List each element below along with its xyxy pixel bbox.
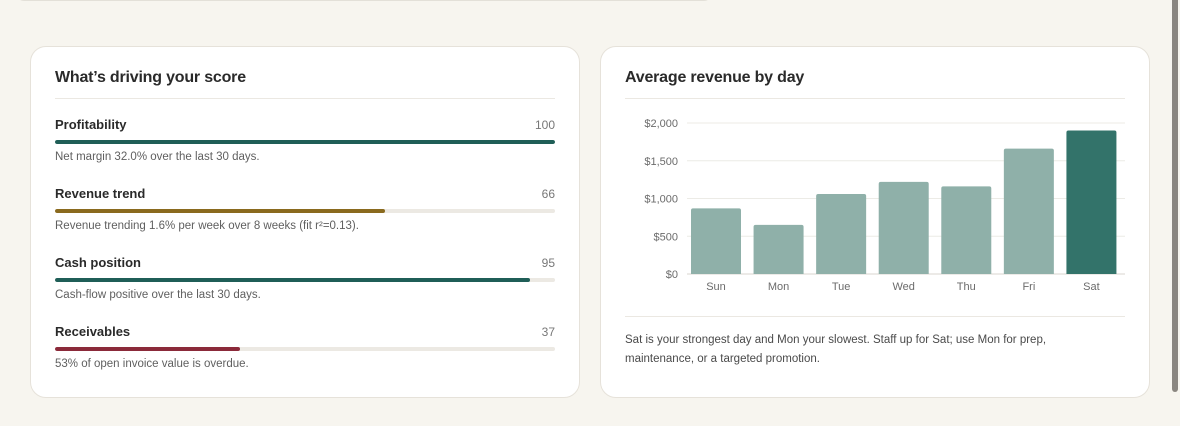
- revenue-bar-chart: $0 $500 $1,000 $1,500 $2,000 Sun Mon Tue Wed Thu F…: [644, 118, 1125, 293]
- bar-wed: [878, 181, 929, 274]
- divider: [625, 316, 1125, 317]
- x-tick-label: Mon: [768, 281, 789, 293]
- factor-profitability: Profitability 100 Net margin 32.0% over …: [55, 117, 555, 177]
- y-tick-label: $500: [654, 231, 678, 243]
- x-tick-label: Sun: [706, 281, 726, 293]
- divider: [625, 98, 1125, 99]
- factor-label: Cash position: [55, 255, 141, 270]
- factor-progress-fill: [55, 347, 240, 351]
- chart-insight-text: Sat is your strongest day and Mon your s…: [625, 334, 1047, 365]
- factor-description: 53% of open invoice value is overdue.: [55, 358, 249, 370]
- bar-thu: [941, 186, 992, 274]
- x-tick-label: Wed: [893, 281, 915, 293]
- factor-progress-fill: [55, 209, 385, 213]
- revenue-by-day-card: Average revenue by day $0 $500 $1,000 $1,50…: [600, 46, 1150, 398]
- factor-progress-fill: [55, 278, 530, 282]
- factor-score: 37: [541, 325, 555, 339]
- factor-description: Cash-flow positive over the last 30 days…: [55, 289, 261, 301]
- factor-label: Receivables: [55, 324, 131, 339]
- factor-cash-position: Cash position 95 Cash-flow positive over…: [55, 255, 555, 315]
- bar-sun: [691, 208, 741, 274]
- y-tick-label: $1,500: [644, 156, 678, 168]
- x-tick-label: Sat: [1083, 281, 1100, 293]
- divider: [55, 98, 555, 99]
- scrollbar-thumb[interactable]: [1172, 0, 1178, 392]
- factor-progress-track: [55, 278, 555, 282]
- y-tick-label: $0: [666, 269, 678, 281]
- bar-sat: [1066, 130, 1117, 274]
- scrollbar[interactable]: [1170, 0, 1180, 426]
- previous-panel-edge: [16, 0, 712, 1]
- factor-score: 66: [541, 187, 555, 201]
- score-drivers-title: What’s driving your score: [55, 69, 246, 86]
- factor-label: Profitability: [55, 117, 127, 132]
- x-tick-label: Thu: [957, 281, 976, 293]
- x-tick-label: Tue: [832, 281, 851, 293]
- factor-score: 95: [541, 256, 555, 270]
- factor-progress-fill: [55, 140, 555, 144]
- factor-receivables: Receivables 37 53% of open invoice value…: [55, 324, 555, 384]
- bar-mon: [753, 224, 804, 274]
- factor-progress-track: [55, 140, 555, 144]
- y-tick-label: $2,000: [644, 118, 678, 130]
- factor-revenue-trend: Revenue trend 66 Revenue trending 1.6% p…: [55, 186, 555, 246]
- x-tick-label: Fri: [1022, 281, 1035, 293]
- y-tick-label: $1,000: [644, 194, 678, 206]
- bar-tue: [816, 193, 867, 274]
- score-drivers-card: What’s driving your score Profitability …: [30, 46, 580, 398]
- factor-label: Revenue trend: [55, 186, 146, 201]
- revenue-chart-title: Average revenue by day: [625, 69, 805, 86]
- factor-progress-track: [55, 209, 555, 213]
- factor-description: Revenue trending 1.6% per week over 8 we…: [55, 220, 359, 232]
- factor-description: Net margin 32.0% over the last 30 days.: [55, 151, 260, 163]
- factor-score: 100: [534, 118, 555, 132]
- factor-progress-track: [55, 347, 555, 351]
- bar-fri: [1003, 148, 1054, 274]
